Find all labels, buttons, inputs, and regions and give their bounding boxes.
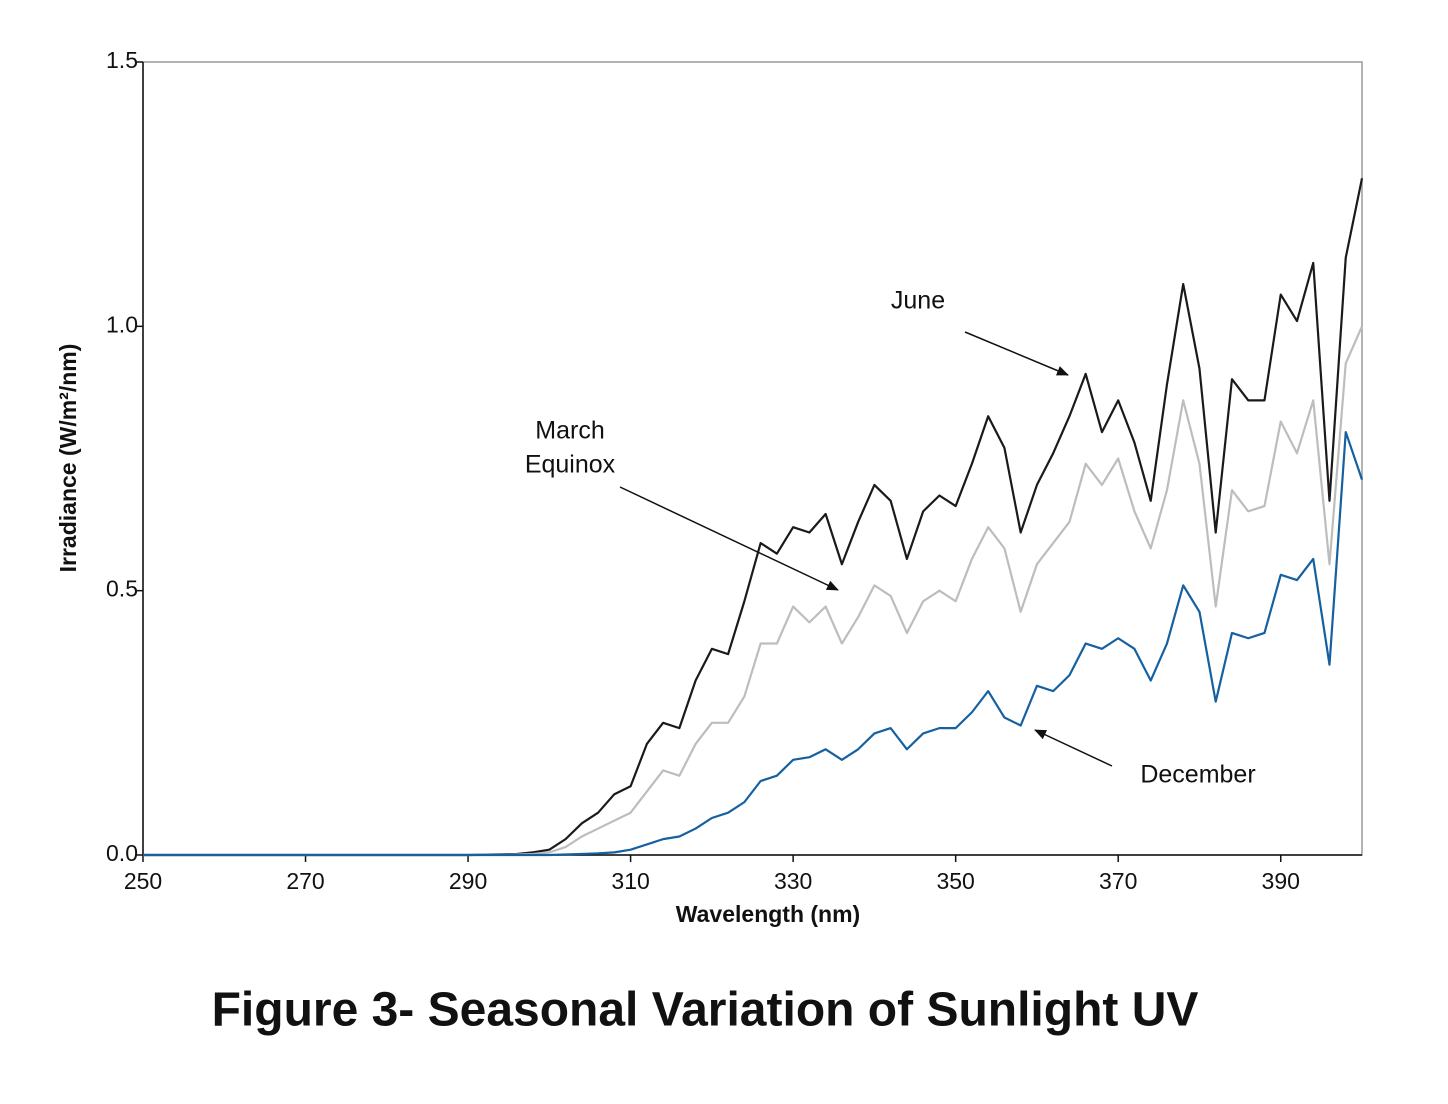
annotation-arrow bbox=[619, 486, 839, 591]
x-tick-label: 350 bbox=[936, 868, 974, 894]
series-line bbox=[143, 430, 1364, 857]
x-tick-label: 290 bbox=[449, 868, 487, 894]
y-tick-label: 0.0 bbox=[106, 840, 138, 866]
chart-title: Figure 3- Seasonal Variation of Sunlight… bbox=[212, 984, 1199, 1037]
annotation: March bbox=[535, 417, 604, 445]
annotation-arrow bbox=[964, 331, 1069, 376]
x-tick-label: 270 bbox=[286, 868, 324, 894]
x-tick-label: 370 bbox=[1099, 868, 1137, 894]
y-tick-label: 1.5 bbox=[106, 47, 138, 73]
y-axis-label: Irradiance (W/m²/nm) bbox=[55, 344, 81, 573]
y-tick-label: 1.0 bbox=[106, 311, 138, 337]
x-tick-label: 310 bbox=[611, 868, 649, 894]
plot-frame bbox=[142, 61, 1363, 856]
annotation: Equinox bbox=[525, 451, 616, 479]
y-tick-label: 0.5 bbox=[106, 576, 138, 602]
x-tick-label: 330 bbox=[774, 868, 812, 894]
x-tick-label: 390 bbox=[1262, 868, 1300, 894]
series-line bbox=[143, 325, 1364, 857]
x-tick-label: 250 bbox=[124, 868, 162, 894]
series-line bbox=[143, 178, 1364, 857]
annotation: June bbox=[891, 287, 945, 315]
annotation-arrow bbox=[1034, 729, 1113, 767]
x-axis-label: Wavelength (nm) bbox=[676, 901, 860, 927]
annotation: December bbox=[1140, 761, 1255, 789]
